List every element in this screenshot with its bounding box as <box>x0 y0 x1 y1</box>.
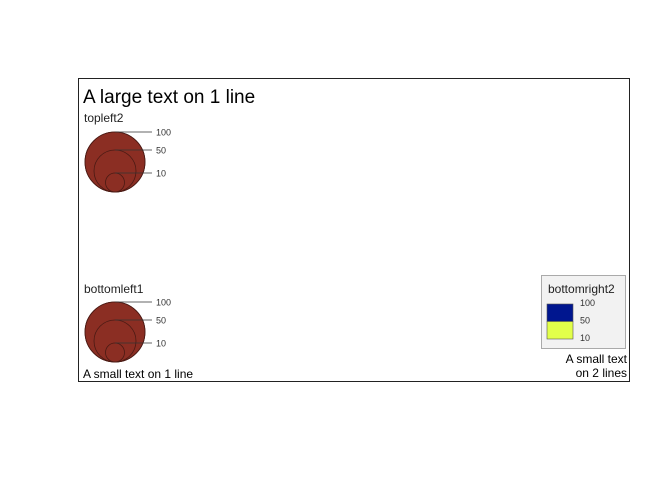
color-label-10: 10 <box>580 333 590 343</box>
color-swatch-50 <box>546 321 574 340</box>
bottomleft1-label-100: 100 <box>156 298 171 308</box>
note-bottom-right-line2: on 2 lines <box>575 366 627 380</box>
bottomleft1-label-50: 50 <box>156 316 166 326</box>
topleft2-label-100: 100 <box>156 128 171 138</box>
legend-title-bottomleft1: bottomleft1 <box>84 282 144 296</box>
note-bottom-right: A small text on 2 lines <box>530 352 627 380</box>
legend-title-topleft2: topleft2 <box>84 111 124 125</box>
topleft2-label-10: 10 <box>156 169 166 179</box>
map-frame <box>78 78 630 382</box>
color-label-50: 50 <box>580 316 590 326</box>
legend-title-bottomright2: bottomright2 <box>548 282 615 296</box>
bottomleft1-label-10: 10 <box>156 339 166 349</box>
map-title: A large text on 1 line <box>83 87 256 108</box>
note-bottom-right-line1: A small text <box>565 352 627 366</box>
color-label-100: 100 <box>580 298 595 308</box>
color-swatch-100 <box>546 303 574 322</box>
note-bottom-left: A small text on 1 line <box>83 367 194 381</box>
topleft2-label-50: 50 <box>156 146 166 156</box>
